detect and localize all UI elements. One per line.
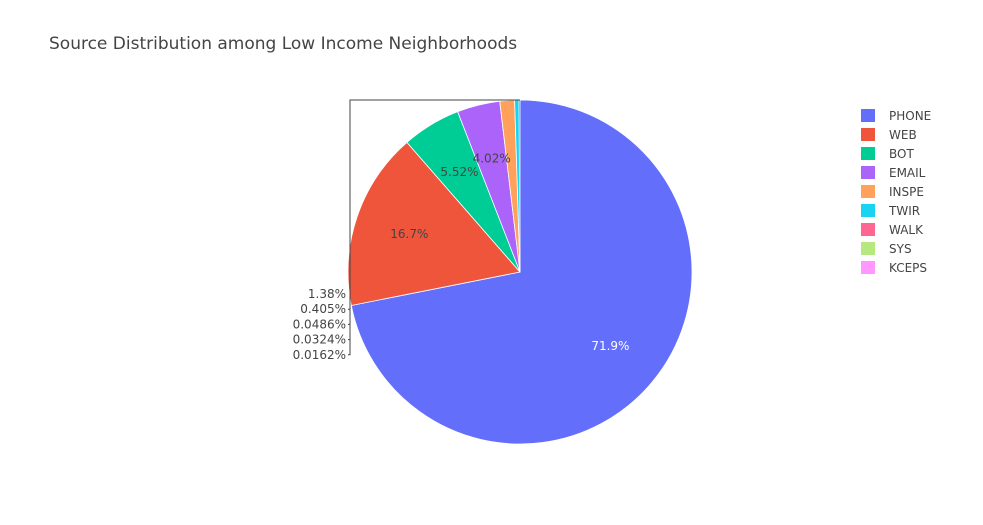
legend-swatch: [861, 109, 875, 122]
pie-slice-sys[interactable]: [519, 100, 520, 272]
chart-title: Source Distribution among Low Income Nei…: [49, 34, 518, 54]
legend-item-walk[interactable]: WALK: [861, 220, 931, 239]
legend-label: PHONE: [889, 108, 932, 123]
legend-label: SYS: [889, 241, 912, 256]
legend-label: BOT: [889, 146, 914, 161]
legend-swatch: [861, 128, 875, 141]
legend-item-web[interactable]: WEB: [861, 125, 931, 144]
slice-label-sys: 0.0324%: [293, 333, 346, 347]
legend-label: KCEPS: [889, 260, 928, 275]
legend-swatch: [861, 242, 875, 255]
legend-label: EMAIL: [889, 165, 926, 180]
legend-swatch: [861, 147, 875, 160]
legend-item-twir[interactable]: TWIR: [861, 201, 931, 220]
slice-label-inspe: 1.38%: [308, 287, 346, 301]
slice-label-walk: 0.0486%: [293, 317, 346, 331]
legend-swatch: [861, 261, 875, 274]
legend-swatch: [861, 204, 875, 217]
legend-item-inspe[interactable]: INSPE: [861, 182, 931, 201]
slice-label-kceps: 0.0162%: [293, 348, 346, 362]
legend-item-sys[interactable]: SYS: [861, 239, 931, 258]
legend-item-phone[interactable]: PHONE: [861, 106, 931, 125]
legend-item-email[interactable]: EMAIL: [861, 163, 931, 182]
slice-label-bot: 5.52%: [440, 165, 478, 179]
legend: PHONE WEB BOT EMAIL INSPE TWIR WALK SYS KCEPS: [861, 106, 931, 277]
legend-label: TWIR: [889, 203, 921, 218]
legend-item-bot[interactable]: BOT: [861, 144, 931, 163]
legend-swatch: [861, 223, 875, 236]
pie-slice-walk[interactable]: [518, 100, 520, 273]
slice-label-email: 4.02%: [473, 152, 511, 166]
legend-item-kceps[interactable]: KCEPS: [861, 258, 931, 277]
slice-label-phone: 71.9%: [591, 339, 629, 353]
pie-slice-phone[interactable]: [350, 99, 693, 445]
slice-label-twir: 0.405%: [300, 302, 346, 316]
slice-label-web: 16.7%: [390, 227, 428, 241]
pie-slice-web[interactable]: [347, 141, 521, 306]
legend-label: WEB: [889, 127, 917, 142]
legend-swatch: [861, 166, 875, 179]
legend-label: INSPE: [889, 184, 924, 199]
legend-swatch: [861, 185, 875, 198]
legend-label: WALK: [889, 222, 923, 237]
leader-line-kceps: [348, 99, 520, 356]
